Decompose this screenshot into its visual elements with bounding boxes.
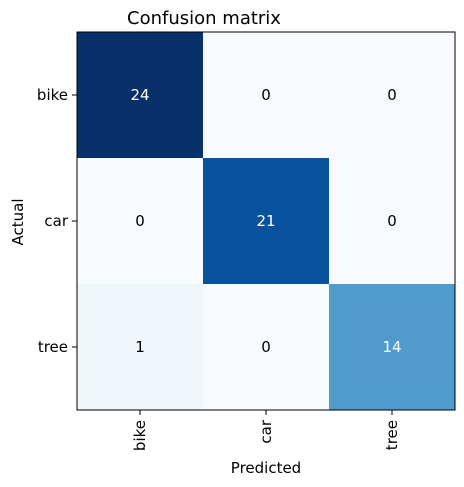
heatmap-cell <box>203 32 330 159</box>
heatmap-cell-labels: 24 0 0 0 21 0 1 0 14 <box>130 86 401 356</box>
y-tick-label: tree <box>38 338 68 356</box>
cell-value-label: 1 <box>135 338 145 356</box>
y-tick-label: bike <box>37 86 68 104</box>
y-tick-label: car <box>44 212 68 230</box>
heatmap-cell <box>77 284 204 411</box>
heatmap-cell <box>77 32 204 159</box>
cell-value-label: 0 <box>135 212 145 230</box>
y-axis-ticks: bike car tree <box>37 86 77 356</box>
chart-title: Confusion matrix <box>127 8 281 29</box>
x-axis-ticks: bike car tree <box>131 410 401 451</box>
heatmap-cell <box>203 158 330 285</box>
y-axis-label: Actual <box>9 199 27 246</box>
x-axis-label: Predicted <box>231 459 301 477</box>
heatmap-cell <box>203 284 330 411</box>
cell-value-label: 0 <box>387 212 397 230</box>
cell-value-label: 21 <box>256 212 275 230</box>
cell-value-label: 0 <box>261 338 271 356</box>
heatmap-cells <box>77 32 456 411</box>
x-tick-label: bike <box>131 420 149 451</box>
cell-value-label: 0 <box>387 86 397 104</box>
cell-value-label: 24 <box>130 86 149 104</box>
x-tick-label: car <box>257 419 275 443</box>
cell-value-label: 0 <box>261 86 271 104</box>
heatmap-cell <box>329 284 456 411</box>
cell-value-label: 14 <box>382 338 401 356</box>
x-tick-label: tree <box>383 420 401 450</box>
heatmap-cell <box>329 32 456 159</box>
heatmap-cell <box>77 158 204 285</box>
heatmap-cell <box>329 158 456 285</box>
